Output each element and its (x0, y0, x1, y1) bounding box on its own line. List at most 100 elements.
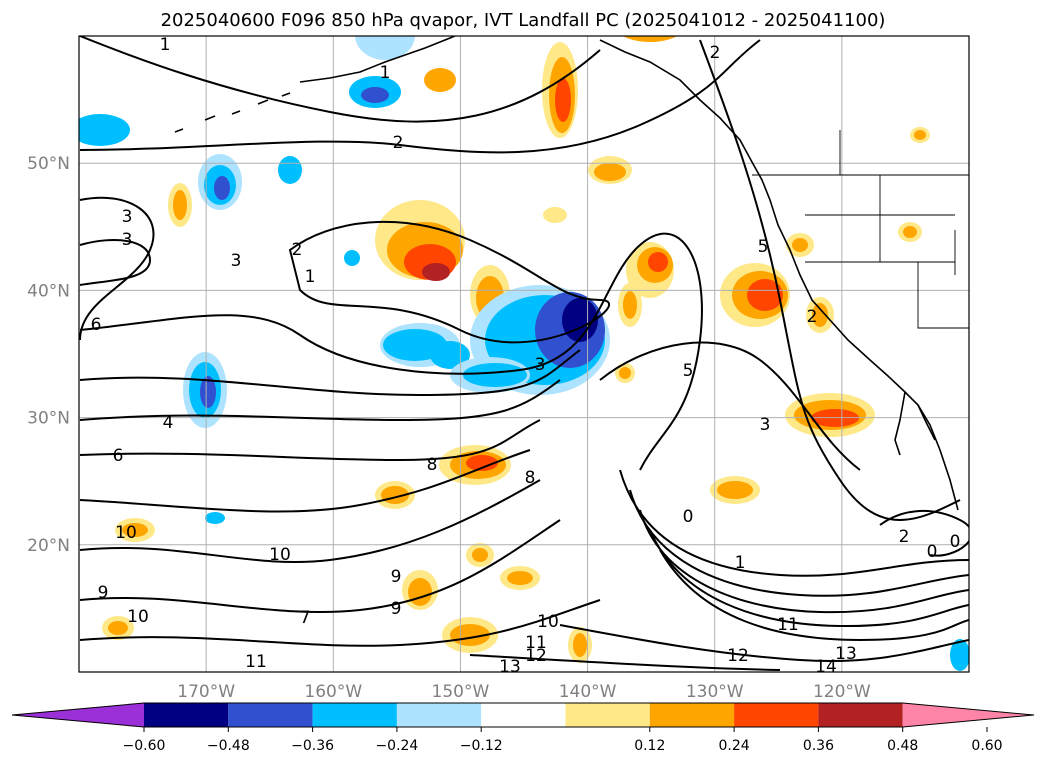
contour-line (79, 349, 581, 397)
contour-line (79, 39, 761, 154)
contour-label: 2 (899, 527, 910, 547)
contour-label: 12 (525, 646, 547, 666)
colorbar-tick-label: 0.24 (719, 738, 750, 754)
contour-line (79, 599, 601, 647)
colorbar-segment (734, 703, 819, 727)
chart-title: 2025040600 F096 850 hPa qvapor, IVT Land… (161, 10, 886, 31)
latitude-ticks: 50°N 40°N 30°N 20°N (27, 154, 70, 556)
contour-line (79, 379, 561, 422)
political-borders (752, 130, 969, 329)
colorbar-tick-label: 0.60 (971, 738, 1002, 754)
shaded-region (903, 226, 917, 238)
contour-label: 3 (535, 355, 546, 375)
shaded-region (619, 367, 631, 379)
shading-layer (79, 36, 969, 671)
contour-line (79, 232, 703, 471)
contour-label: 0 (683, 507, 694, 527)
lon-tick-label: 130°W (686, 682, 744, 702)
lat-tick-label: 40°N (27, 281, 70, 301)
shaded-region (623, 291, 637, 319)
contour-label: 11 (525, 633, 547, 653)
contour-line (79, 36, 601, 123)
contour-label: 1 (305, 267, 316, 287)
contour-label: 7 (300, 608, 311, 628)
contour-label: 2 (292, 240, 303, 260)
colorbar-tick-label: −0.48 (207, 738, 250, 754)
contour-label: 10 (115, 523, 137, 543)
colorbar-tick-label: −0.60 (123, 738, 166, 754)
shaded-region (344, 250, 360, 266)
baja-coast (894, 391, 936, 456)
colorbar-tick-label: 0.12 (634, 738, 665, 754)
contour-line (619, 469, 969, 577)
contour-line (559, 624, 969, 662)
contour-line (659, 549, 969, 642)
shaded-region (424, 68, 456, 92)
map-frame (78, 35, 970, 673)
contour-line (79, 239, 152, 286)
lat-tick-label: 30°N (27, 409, 70, 429)
shaded-region (361, 87, 389, 103)
shaded-region (79, 118, 119, 138)
contour-label: 8 (427, 455, 438, 475)
colorbar-tick-label: −0.36 (291, 738, 334, 754)
contour-line (79, 479, 541, 563)
shaded-region (472, 548, 488, 562)
contour-label: 10 (269, 545, 291, 565)
us-state-borders (805, 130, 969, 329)
shaded-region (122, 523, 148, 537)
contour-line (649, 529, 969, 628)
contour-label: 2 (710, 43, 721, 63)
shaded-region (717, 481, 753, 499)
contour-label: 0 (950, 532, 961, 552)
contour-label: 9 (391, 567, 402, 587)
contour-label: 8 (525, 468, 536, 488)
contour-label: 4 (163, 413, 174, 433)
contour-label: 1 (735, 553, 746, 573)
shaded-region (543, 207, 567, 223)
colorbar-tick-label: −0.24 (375, 738, 418, 754)
contour-line (79, 519, 561, 613)
colorbar-tick-label: 0.36 (803, 738, 834, 754)
contour-line (599, 341, 861, 471)
alaska-coast (299, 36, 456, 83)
shaded-region (950, 639, 969, 671)
shaded-region (108, 621, 128, 635)
contour-label: 3 (760, 415, 771, 435)
shaded-region (555, 78, 571, 122)
contour-line (699, 39, 961, 521)
colorbar: −0.60 −0.48 −0.36 −0.24 −0.12 0.12 0.24 0.36 0.4… (11, 702, 1035, 754)
longitude-ticks: 170°W 160°W 150°W 140°W 130°W 120°W (177, 682, 871, 702)
contour-label: 0 (927, 542, 938, 562)
contour-label: 6 (91, 315, 102, 335)
shaded-region (463, 363, 527, 387)
shaded-region (507, 571, 533, 585)
contour-label: 13 (499, 657, 521, 677)
contour-label: 13 (835, 644, 857, 664)
contour-label: 3 (231, 251, 242, 271)
shaded-region (173, 190, 187, 220)
ivt-contours (79, 36, 969, 671)
shaded-region (466, 455, 498, 471)
contour-line (79, 196, 155, 341)
contour-label: 11 (245, 652, 267, 672)
shaded-region (594, 163, 626, 181)
shaded-region (278, 156, 302, 184)
contour-label: 3 (122, 207, 133, 227)
lon-tick-label: 140°W (559, 682, 617, 702)
shaded-region (200, 376, 216, 408)
lon-tick-label: 120°W (813, 682, 871, 702)
contour-line (79, 449, 531, 513)
contour-label: 5 (683, 361, 694, 381)
contour-label: 10 (127, 607, 149, 627)
colorbar-segment (228, 703, 313, 727)
coastlines (174, 36, 959, 511)
contour-line (629, 489, 969, 597)
contour-line (879, 509, 969, 557)
colorbar-segment (818, 703, 903, 727)
contour-label: 14 (815, 657, 837, 677)
contour-label: 9 (98, 583, 109, 603)
contour-label: 3 (122, 230, 133, 250)
lat-tick-label: 20°N (27, 536, 70, 556)
